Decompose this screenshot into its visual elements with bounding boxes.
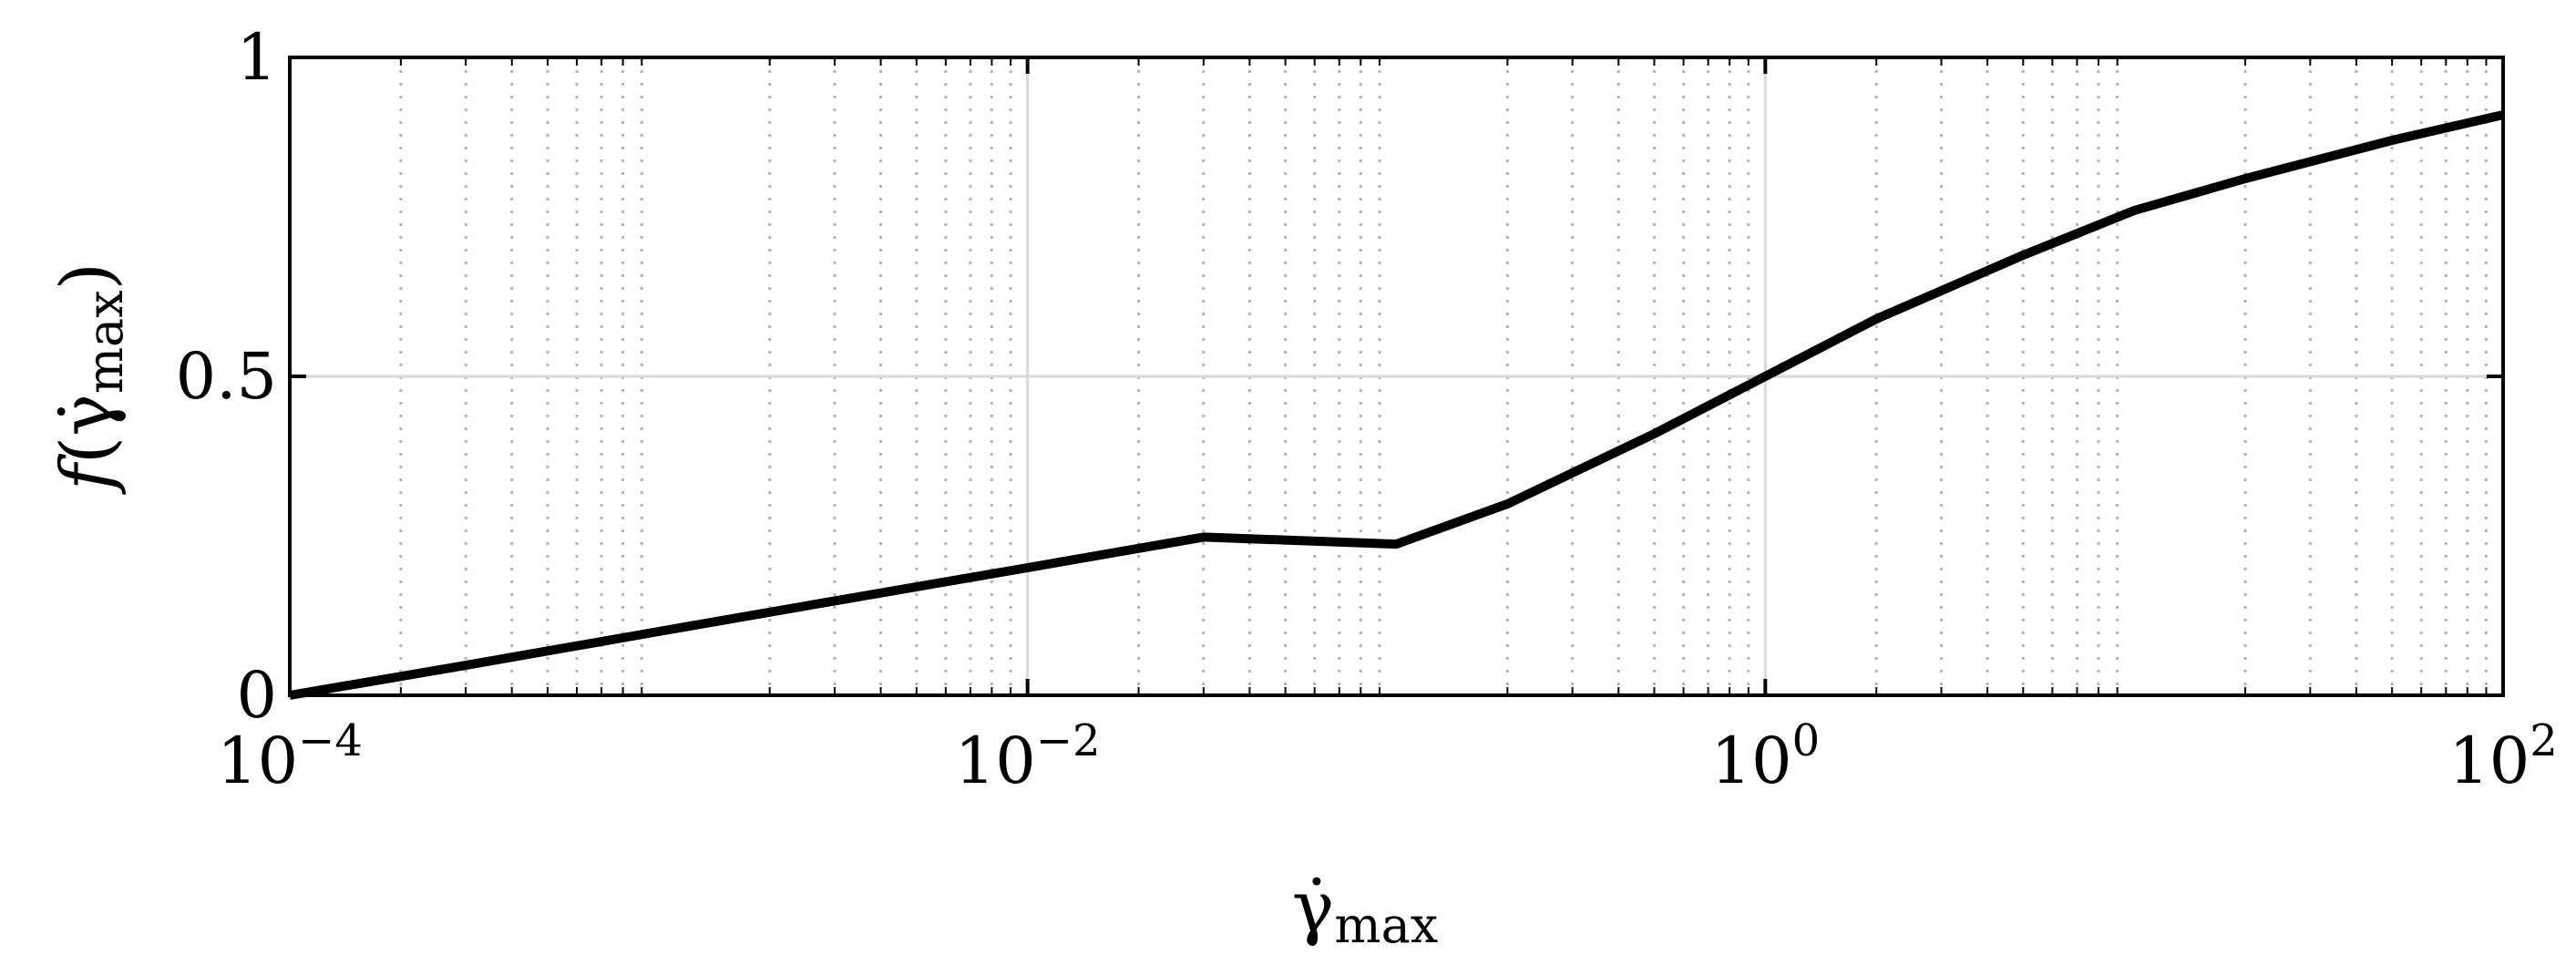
x-tick-label-base: 10	[217, 724, 298, 798]
series-line	[289, 110, 2505, 700]
x-axis-title: γ̇max	[1292, 867, 1438, 954]
y-axis-title: f(γ̇max)	[46, 262, 134, 495]
x-tick-label-exponent: 0	[1792, 715, 1821, 766]
x-axis-title-sub: max	[1334, 897, 1438, 954]
y-tick-label: 1	[236, 20, 277, 95]
y-tick-label: 0	[236, 658, 277, 733]
x-tick-label-exponent: −2	[1036, 715, 1101, 766]
x-tick-label-exponent: −4	[298, 715, 363, 766]
x-tick-label-base: 10	[955, 724, 1036, 798]
x-tick-label-exponent: 2	[2530, 715, 2558, 766]
x-tick-label: 10−2	[955, 715, 1101, 798]
x-tick-label-base: 10	[1711, 724, 1792, 798]
y-axis-title-open: (	[46, 436, 128, 464]
x-tick-label-base: 10	[2448, 724, 2530, 798]
x-tick-label: 10−4	[217, 715, 363, 798]
y-tick-label: 0.5	[176, 339, 277, 414]
x-tick-label: 102	[2448, 715, 2558, 798]
grid	[290, 57, 2503, 695]
y-axis-title-close: )	[46, 262, 128, 290]
ticks	[288, 56, 2505, 697]
y-axis-title-base: γ̇	[46, 394, 128, 436]
series-layer	[289, 110, 2505, 700]
x-tick-label: 100	[1711, 715, 1821, 798]
x-axis-title-base: γ̇	[1292, 867, 1335, 949]
y-axis-title-sub: max	[77, 290, 134, 394]
